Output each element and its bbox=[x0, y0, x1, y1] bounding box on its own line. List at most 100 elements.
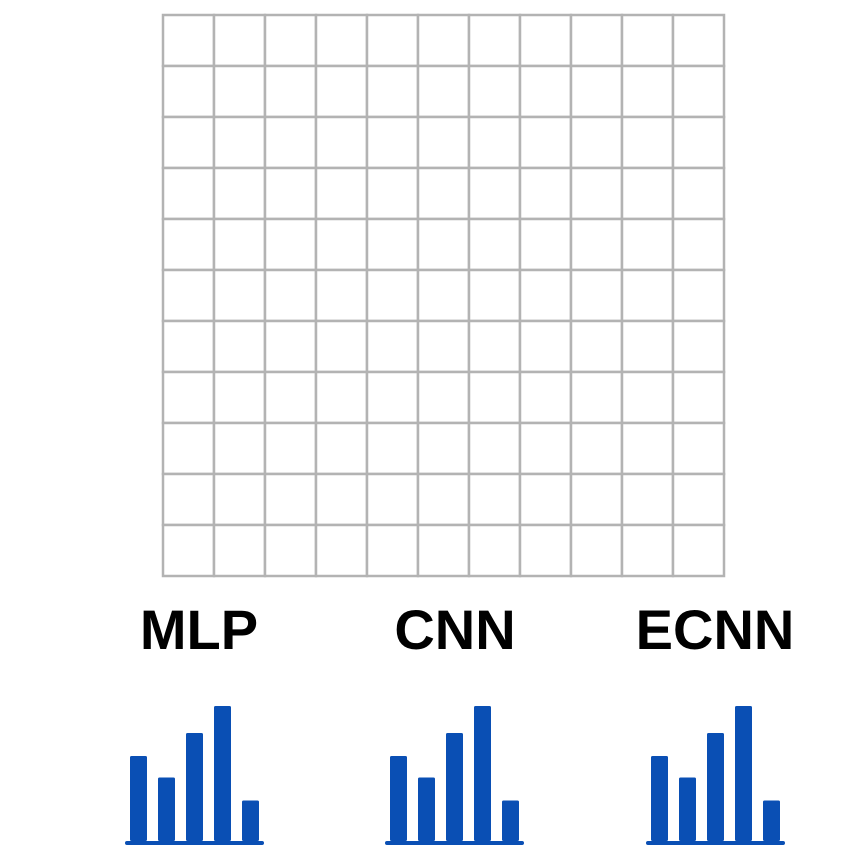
grid-cell bbox=[212, 523, 267, 578]
grid-cell bbox=[569, 523, 624, 578]
grid-cell bbox=[365, 370, 420, 425]
grid-cell bbox=[569, 370, 624, 425]
grid-cell bbox=[263, 268, 318, 323]
grid-cell bbox=[620, 64, 675, 119]
mlp-bar-chart-icon bbox=[125, 706, 264, 845]
grid-cell bbox=[467, 13, 522, 68]
grid-cell bbox=[671, 319, 726, 374]
grid-cell bbox=[620, 166, 675, 221]
cnn-label: CNN bbox=[394, 598, 516, 661]
grid-cell bbox=[671, 217, 726, 272]
grid-cell bbox=[212, 472, 267, 527]
grid-cell bbox=[314, 115, 369, 170]
grid-cell bbox=[518, 421, 573, 476]
bar bbox=[130, 755, 147, 841]
grid-cell bbox=[620, 13, 675, 68]
grid-cell bbox=[416, 472, 471, 527]
grid-cell bbox=[416, 421, 471, 476]
grid-cell bbox=[314, 217, 369, 272]
grid-cell bbox=[416, 115, 471, 170]
grid-cell bbox=[161, 370, 216, 425]
bar-baseline bbox=[646, 841, 785, 845]
ecnn-label: ECNN bbox=[635, 598, 795, 661]
grid-cell bbox=[212, 217, 267, 272]
grid-cell bbox=[212, 370, 267, 425]
grid-cell bbox=[518, 370, 573, 425]
grid-cell bbox=[467, 319, 522, 374]
grid-cell bbox=[161, 217, 216, 272]
grid-cell bbox=[569, 115, 624, 170]
grid-cell bbox=[365, 421, 420, 476]
grid-cell bbox=[212, 421, 267, 476]
grid-cell bbox=[314, 472, 369, 527]
grid-cell bbox=[620, 115, 675, 170]
grid-cell bbox=[620, 421, 675, 476]
grid-cell bbox=[671, 472, 726, 527]
grid-cell bbox=[518, 166, 573, 221]
grid-cell bbox=[671, 13, 726, 68]
input-grid bbox=[161, 13, 726, 578]
grid-cell bbox=[467, 217, 522, 272]
bar bbox=[707, 733, 724, 841]
ecnn-bar-chart-icon bbox=[646, 706, 785, 845]
grid-cell bbox=[518, 523, 573, 578]
bar bbox=[474, 706, 491, 841]
grid-cell bbox=[671, 421, 726, 476]
grid-cell bbox=[569, 421, 624, 476]
grid-cell bbox=[467, 472, 522, 527]
grid-cell bbox=[314, 64, 369, 119]
grid-cell bbox=[569, 268, 624, 323]
grid-cell bbox=[620, 472, 675, 527]
grid-cell bbox=[416, 64, 471, 119]
grid-cell bbox=[518, 472, 573, 527]
grid-cell bbox=[671, 268, 726, 323]
grid-cell bbox=[416, 523, 471, 578]
grid-cell bbox=[671, 115, 726, 170]
grid-cell bbox=[263, 421, 318, 476]
mlp-label: MLP bbox=[139, 598, 259, 661]
grid-cell bbox=[263, 370, 318, 425]
grid-cell bbox=[263, 13, 318, 68]
grid-cell bbox=[416, 319, 471, 374]
bar bbox=[502, 800, 519, 841]
grid-cell bbox=[212, 64, 267, 119]
grid-cell bbox=[314, 370, 369, 425]
grid-cell bbox=[620, 370, 675, 425]
grid-cell bbox=[569, 166, 624, 221]
grid-cell bbox=[314, 523, 369, 578]
grid-cell bbox=[620, 319, 675, 374]
bar bbox=[186, 733, 203, 841]
grid-cell bbox=[161, 319, 216, 374]
grid-cell bbox=[212, 166, 267, 221]
bar bbox=[735, 706, 752, 841]
bar-baseline bbox=[125, 841, 264, 845]
grid-cell bbox=[671, 64, 726, 119]
bar bbox=[390, 755, 407, 841]
grid-cell bbox=[365, 217, 420, 272]
grid-cell bbox=[314, 319, 369, 374]
grid-cell bbox=[365, 64, 420, 119]
grid-cell bbox=[365, 115, 420, 170]
bar bbox=[651, 755, 668, 841]
bar bbox=[679, 777, 696, 841]
grid-cell bbox=[518, 115, 573, 170]
grid-cell bbox=[467, 421, 522, 476]
grid-cell bbox=[467, 166, 522, 221]
grid-cell bbox=[671, 370, 726, 425]
grid-cell bbox=[467, 268, 522, 323]
grid-cell bbox=[467, 64, 522, 119]
grid-cell bbox=[314, 421, 369, 476]
grid-cell bbox=[365, 472, 420, 527]
grid-cell bbox=[569, 472, 624, 527]
grid-cell bbox=[416, 217, 471, 272]
grid-cell bbox=[263, 523, 318, 578]
grid-cell bbox=[467, 115, 522, 170]
grid-cell bbox=[314, 268, 369, 323]
grid-cell bbox=[671, 523, 726, 578]
grid-cell bbox=[518, 217, 573, 272]
grid-cell bbox=[161, 523, 216, 578]
bar bbox=[214, 706, 231, 841]
grid-cell bbox=[212, 268, 267, 323]
grid-cell bbox=[569, 13, 624, 68]
grid-cell bbox=[212, 13, 267, 68]
